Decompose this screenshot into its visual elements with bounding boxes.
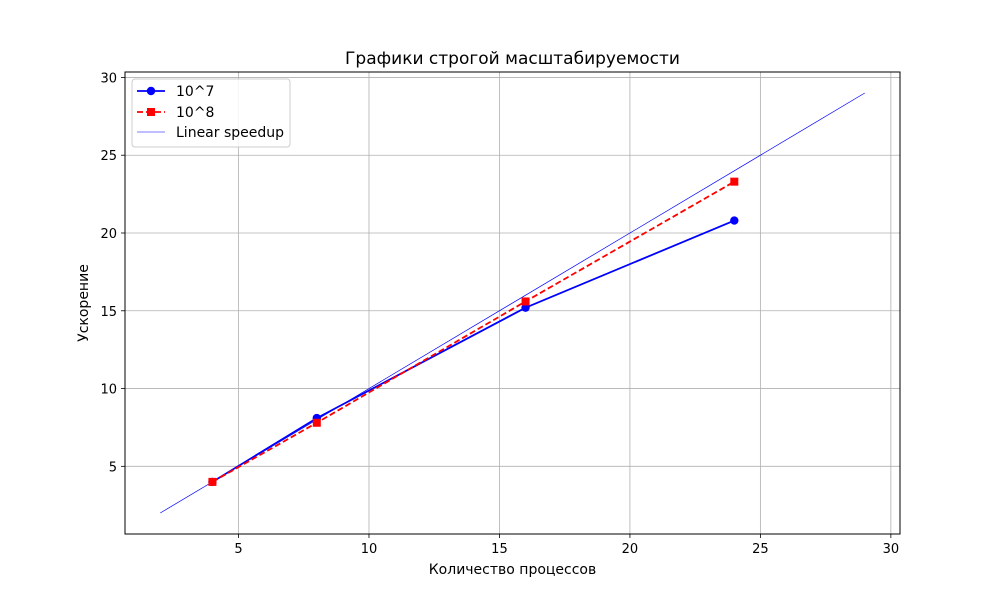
x-tick-label: 20 — [622, 542, 639, 557]
y-tick-label: 25 — [100, 149, 117, 164]
series-line-1 — [211, 180, 735, 483]
legend-label-linear: Linear speedup — [176, 125, 284, 141]
x-axis-label: Количество процессов — [429, 562, 597, 578]
legend-box — [131, 78, 291, 148]
y-tick-label: 15 — [100, 305, 117, 320]
y-tick-label: 30 — [100, 71, 117, 86]
data-point-0-3 — [730, 216, 739, 225]
legend-marker-10-7 — [146, 86, 156, 96]
axes-frame — [124, 71, 901, 535]
plot-series — [160, 92, 865, 514]
x-tick-label: 25 — [752, 542, 769, 557]
chart-title: Графики строгой масштабируемости — [345, 49, 680, 69]
y-tick-label: 20 — [100, 227, 117, 242]
x-tick-label: 10 — [361, 542, 378, 557]
data-point-1-2 — [521, 297, 530, 306]
data-point-1-0 — [208, 477, 217, 486]
y-tick-label: 5 — [109, 460, 117, 475]
grid — [125, 72, 900, 534]
data-point-1-1 — [312, 418, 321, 427]
x-tick-label: 15 — [491, 542, 508, 557]
y-tick-label: 10 — [100, 383, 117, 398]
x-tick-label: 30 — [883, 542, 900, 557]
legend: 10^7 10^8 Linear speedup — [131, 78, 291, 148]
legend-label-10-7: 10^7 — [176, 84, 214, 100]
legend-label-10-8: 10^8 — [176, 105, 214, 121]
data-point-0-2 — [521, 303, 530, 312]
x-tick-label: 5 — [234, 542, 242, 557]
data-point-1-3 — [730, 177, 739, 186]
axis-ticks: 5 10 15 20 25 30 5 10 15 20 25 30 — [100, 71, 899, 557]
series-line-0 — [211, 219, 735, 483]
y-axis-label: Ускорение — [76, 264, 92, 342]
legend-marker-10-8 — [147, 108, 155, 116]
